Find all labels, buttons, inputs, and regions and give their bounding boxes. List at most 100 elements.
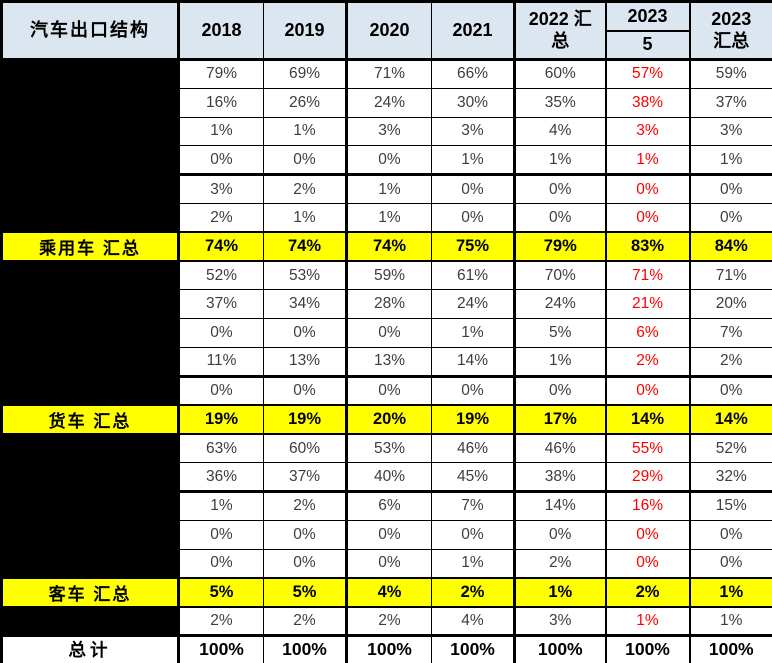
cell-2022-sum: 5%	[513, 318, 606, 348]
cell-2023-5: 71%	[604, 260, 690, 291]
cell-2022-sum: 38%	[513, 462, 606, 493]
table-row: 乘用车 汇总 74% 74% 74% 75% 79% 83% 84%	[1, 231, 772, 263]
table-row: 37% 34% 28% 24% 24% 21% 20%	[1, 289, 772, 320]
cell-2020: 1%	[345, 174, 432, 204]
cell-2023-sum: 1%	[688, 576, 772, 608]
cell-2021: 4%	[431, 606, 515, 636]
cell-2018: 3%	[177, 174, 264, 204]
cell-2023-5: 29%	[604, 462, 690, 493]
cell-2023-sum: 7%	[688, 318, 772, 348]
cell-2021: 100%	[431, 633, 515, 663]
table-row: 2% 1% 1% 0% 0% 0% 0%	[1, 202, 772, 233]
table-row: 0% 0% 0% 0% 0% 0% 0%	[1, 519, 772, 550]
redacted-label-cell	[1, 490, 179, 521]
table-row: 3% 2% 1% 0% 0% 0% 0%	[1, 174, 772, 204]
cell-2020: 59%	[345, 260, 432, 291]
redacted-label-cell	[1, 116, 179, 147]
cell-2023-sum: 0%	[688, 202, 772, 233]
redacted-label-cell	[1, 548, 179, 579]
cell-2018: 1%	[177, 490, 264, 521]
cell-2021: 14%	[431, 346, 515, 378]
cell-2020: 0%	[345, 318, 432, 348]
table-row: 0% 0% 0% 1% 2% 0% 0%	[1, 548, 772, 579]
cell-2018: 5%	[177, 576, 264, 608]
table-row: 79% 69% 71% 66% 60% 57% 59%	[1, 59, 772, 89]
cell-2019: 37%	[263, 462, 347, 493]
table-row: 16% 26% 24% 30% 35% 38% 37%	[1, 87, 772, 118]
column-header-month-part: 5	[642, 33, 653, 54]
cell-2023-5: 0%	[604, 519, 690, 550]
cell-2020: 6%	[345, 490, 432, 521]
table-body: 79% 69% 71% 66% 60% 57% 59% 16% 26% 24% 30% 35% 38% 3…	[1, 59, 772, 663]
redacted-label-cell	[1, 202, 179, 233]
redacted-label-cell	[1, 606, 179, 636]
cell-2021: 0%	[431, 375, 515, 406]
cell-2023-5: 57%	[604, 59, 690, 89]
cell-2022-sum: 35%	[513, 87, 606, 118]
redacted-label-cell	[1, 87, 179, 118]
cell-2022-sum: 1%	[513, 576, 606, 608]
cell-2023-5: 3%	[604, 116, 690, 147]
cell-2018: 0%	[177, 318, 264, 348]
cell-2021: 19%	[431, 404, 515, 435]
cell-2023-sum: 3%	[688, 116, 772, 147]
cell-2022-sum: 46%	[513, 433, 606, 464]
cell-2020: 20%	[345, 404, 432, 435]
cell-2021: 7%	[431, 490, 515, 521]
cell-2022-sum: 24%	[513, 289, 606, 320]
cell-2019: 2%	[263, 490, 347, 521]
cell-2023-sum: 15%	[688, 490, 772, 521]
cell-2021: 24%	[431, 289, 515, 320]
cell-2019: 0%	[263, 375, 347, 406]
table-row: 1% 2% 6% 7% 14% 16% 15%	[1, 490, 772, 521]
cell-2023-sum: 2%	[688, 346, 772, 378]
cell-2020: 2%	[345, 606, 432, 636]
table-row: 52% 53% 59% 61% 70% 71% 71%	[1, 260, 772, 291]
cell-2021: 1%	[431, 318, 515, 348]
cell-2023-sum: 37%	[688, 87, 772, 118]
redacted-label-cell	[1, 346, 179, 378]
cell-2023-sum: 59%	[688, 59, 772, 89]
cell-2020: 71%	[345, 59, 432, 89]
redacted-label-cell	[1, 519, 179, 550]
cell-2020: 1%	[345, 202, 432, 233]
cell-2018: 79%	[177, 59, 264, 89]
cell-2022-sum: 17%	[513, 404, 606, 435]
cell-2023-sum: 14%	[688, 404, 772, 435]
cell-2023-5: 0%	[604, 548, 690, 579]
table-row: 0% 0% 0% 1% 1% 1% 1%	[1, 145, 772, 177]
cell-2018: 0%	[177, 519, 264, 550]
cell-2022-sum: 100%	[513, 633, 606, 663]
cell-2018: 52%	[177, 260, 264, 291]
table-row: 0% 0% 0% 1% 5% 6% 7%	[1, 318, 772, 348]
cell-2019: 100%	[263, 633, 347, 663]
row-label: 客车 汇总	[1, 576, 179, 608]
cell-2018: 11%	[177, 346, 264, 378]
cell-2022-sum: 0%	[513, 174, 606, 204]
redacted-label-cell	[1, 318, 179, 348]
cell-2019: 0%	[263, 318, 347, 348]
cell-2021: 0%	[431, 174, 515, 204]
header-row: 汽车出口结构 2018 2019 2020 2021 2022 汇总 2023 5 2023 汇…	[1, 1, 772, 61]
table-row: 总计 100% 100% 100% 100% 100% 100% 100%	[1, 633, 772, 663]
cell-2021: 1%	[431, 548, 515, 579]
cell-2022-sum: 79%	[513, 231, 606, 263]
cell-2023-5: 0%	[604, 202, 690, 233]
table-row: 1% 1% 3% 3% 4% 3% 3%	[1, 116, 772, 147]
cell-2020: 28%	[345, 289, 432, 320]
column-header-2021: 2021	[431, 1, 515, 61]
cell-2021: 45%	[431, 462, 515, 493]
redacted-label-cell	[1, 174, 179, 204]
cell-2018: 37%	[177, 289, 264, 320]
cell-2022-sum: 3%	[513, 606, 606, 636]
table-row: 36% 37% 40% 45% 38% 29% 32%	[1, 462, 772, 493]
table-row: 11% 13% 13% 14% 1% 2% 2%	[1, 346, 772, 378]
cell-2019: 53%	[263, 260, 347, 291]
cell-2021: 66%	[431, 59, 515, 89]
cell-2020: 53%	[345, 433, 432, 464]
cell-2019: 2%	[263, 174, 347, 204]
cell-2023-sum: 1%	[688, 606, 772, 636]
cell-2019: 0%	[263, 548, 347, 579]
cell-2022-sum: 14%	[513, 490, 606, 521]
